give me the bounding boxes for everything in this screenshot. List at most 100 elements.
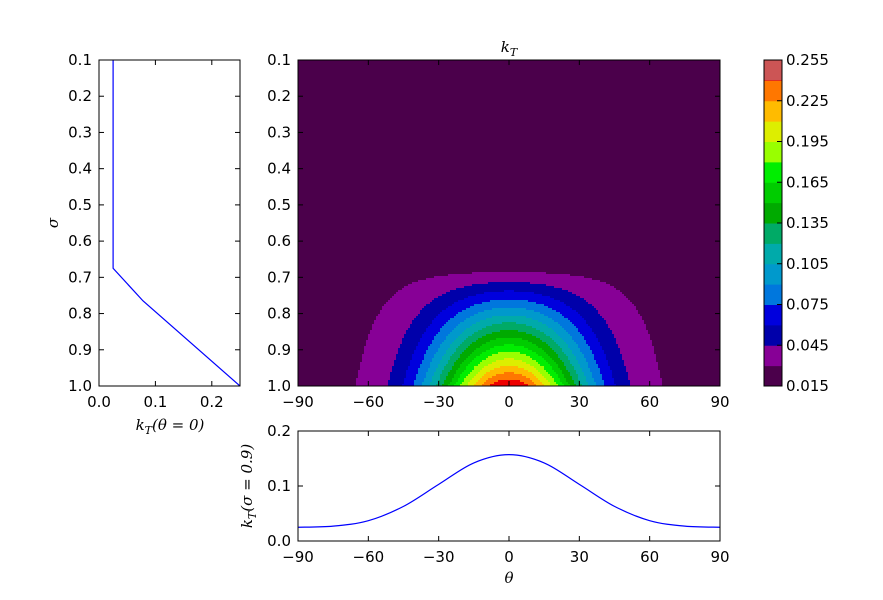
contour-cell bbox=[540, 380, 548, 382]
contour-cell bbox=[464, 380, 470, 382]
contour-cell bbox=[582, 352, 592, 354]
contour-cell bbox=[444, 354, 452, 356]
contour-cell bbox=[452, 342, 462, 344]
contour-cell bbox=[570, 374, 578, 376]
contour-cell bbox=[584, 356, 594, 358]
contour-cell bbox=[438, 364, 446, 366]
contour-cell bbox=[604, 350, 620, 352]
contour-cell bbox=[466, 366, 474, 368]
colorbar-tick-label: 0.105 bbox=[786, 255, 829, 273]
contour-cell bbox=[442, 370, 450, 372]
contour-cell bbox=[480, 362, 492, 364]
sigma-profile-ytick-label: 0.4 bbox=[68, 160, 92, 178]
contour-cell bbox=[434, 318, 450, 320]
contour-cell bbox=[552, 308, 572, 310]
contour-cell bbox=[550, 384, 558, 386]
contour-cell bbox=[572, 364, 580, 366]
contour-cell bbox=[476, 374, 484, 376]
contour-cell bbox=[460, 344, 470, 346]
contour-cell bbox=[420, 338, 434, 340]
contour-cell bbox=[554, 330, 566, 332]
contour-cell bbox=[414, 380, 424, 382]
contour-cell bbox=[588, 366, 598, 368]
contour-panel: −90 −60 −30 0 30 60 90 0.1 0.2 0.3 0.4 0.5 0.6 0.7 0.8… bbox=[267, 38, 729, 411]
contour-cell bbox=[538, 354, 548, 356]
contour-cell bbox=[380, 312, 420, 314]
contour-cell bbox=[556, 310, 576, 312]
contour-cell bbox=[504, 372, 514, 374]
contour-cell bbox=[474, 366, 484, 368]
contour-cell bbox=[584, 298, 628, 300]
contour-cell bbox=[536, 336, 550, 338]
contour-cell bbox=[474, 384, 482, 386]
contour-cell bbox=[490, 348, 528, 350]
contour-cell bbox=[590, 368, 600, 370]
contour-cell bbox=[600, 344, 618, 346]
contour-cell bbox=[556, 362, 564, 364]
contour-cell bbox=[598, 310, 638, 312]
contour-cell bbox=[544, 304, 566, 306]
contour-cell bbox=[416, 378, 424, 380]
contour-cell bbox=[480, 346, 494, 348]
contour-cell bbox=[544, 314, 562, 316]
contour-cell bbox=[486, 326, 532, 328]
contour-cell bbox=[568, 290, 620, 292]
contour-cell bbox=[570, 362, 578, 364]
contour-xtick-label: −90 bbox=[282, 393, 314, 411]
contour-cell bbox=[486, 372, 504, 374]
contour-cell bbox=[478, 372, 486, 374]
contour-cell bbox=[430, 366, 438, 368]
contour-cell bbox=[428, 326, 442, 328]
contour-cell bbox=[568, 332, 580, 334]
contour-cell bbox=[420, 340, 432, 342]
contour-cell bbox=[586, 360, 596, 362]
contour-cell bbox=[630, 382, 662, 384]
contour-cell bbox=[552, 376, 558, 378]
contour-cell bbox=[556, 342, 566, 344]
contour-cell bbox=[400, 346, 416, 348]
contour-cell bbox=[584, 354, 594, 356]
contour-cell bbox=[388, 300, 432, 302]
colorbar-band bbox=[764, 161, 782, 183]
contour-xtick-label: 90 bbox=[710, 393, 729, 411]
contour-cell bbox=[496, 374, 522, 376]
contour-cell bbox=[554, 380, 560, 382]
contour-cell bbox=[406, 374, 416, 376]
contour-cell bbox=[492, 308, 526, 310]
contour-cell bbox=[558, 356, 568, 358]
contour-cell bbox=[370, 330, 406, 332]
contour-cell bbox=[436, 368, 444, 370]
sigma-profile-ytick-label: 0.6 bbox=[68, 232, 92, 250]
contour-cell bbox=[534, 366, 544, 368]
contour-cell bbox=[550, 346, 560, 348]
theta-profile-ylabel: kT(σ = 0.9) bbox=[238, 444, 259, 528]
contour-cell bbox=[556, 382, 562, 384]
contour-cell bbox=[398, 350, 414, 352]
contour-cell bbox=[514, 358, 532, 360]
contour-cell bbox=[404, 382, 414, 384]
contour-cell bbox=[574, 382, 580, 384]
contour-cell bbox=[602, 374, 612, 376]
contour-cell bbox=[570, 372, 576, 374]
contour-cell bbox=[614, 380, 630, 382]
sigma-profile-xlabel: kT(θ = 0) bbox=[136, 416, 205, 437]
contour-cell bbox=[538, 320, 554, 322]
contour-cell bbox=[468, 382, 476, 384]
contour-cell bbox=[528, 370, 538, 372]
contour-cell bbox=[480, 354, 492, 356]
contour-cell bbox=[614, 336, 650, 338]
contour-cell bbox=[414, 350, 426, 352]
contour-cell bbox=[474, 376, 482, 378]
contour-xtick-label: −60 bbox=[353, 393, 385, 411]
contour-cell bbox=[580, 296, 626, 298]
contour-cell bbox=[536, 376, 544, 378]
contour-cell bbox=[564, 302, 588, 304]
colorbar-band-top bbox=[764, 60, 782, 81]
contour-cell bbox=[478, 312, 540, 314]
contour-cell bbox=[592, 372, 600, 374]
contour-cell bbox=[422, 360, 432, 362]
sigma-profile-ytick-label: 0.8 bbox=[68, 305, 92, 323]
sigma-axis-label: σ bbox=[44, 217, 62, 228]
contour-cell bbox=[610, 368, 626, 370]
contour-cell bbox=[564, 374, 570, 376]
